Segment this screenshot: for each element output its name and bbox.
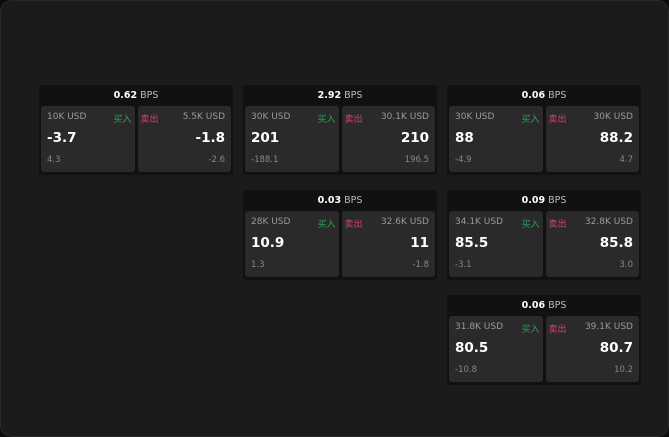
- sell-size: 32.6K USD: [380, 217, 429, 227]
- sell-label: 卖出: [344, 115, 363, 125]
- spread-unit: BPS: [140, 90, 159, 101]
- buy-size: 30K USD: [455, 112, 495, 122]
- spread-unit: BPS: [548, 90, 567, 101]
- buy-change: 4.3: [47, 155, 61, 165]
- sell-label: 卖出: [548, 325, 567, 335]
- sell-price: 210: [400, 130, 429, 146]
- sell-button[interactable]: 卖出 30.1K USD 210 196.5: [341, 106, 435, 172]
- buy-label: 买入: [521, 325, 540, 335]
- sell-size: 30K USD: [593, 112, 633, 122]
- price-widget: 2.92 BPS 30K USD 买入 201 -188.1 卖出 30.1K …: [243, 85, 437, 175]
- buy-button[interactable]: 34.1K USD 买入 85.5 -3.1: [449, 211, 543, 277]
- buy-button[interactable]: 10K USD 买入 -3.7 4.3: [41, 106, 135, 172]
- spread-header: 2.92 BPS: [243, 85, 437, 106]
- buy-label: 买入: [521, 220, 540, 230]
- sell-change: -2.6: [208, 155, 225, 165]
- sell-button[interactable]: 卖出 32.6K USD 11 -1.8: [341, 211, 435, 277]
- sell-change: 10.2: [614, 365, 633, 375]
- buy-size: 31.8K USD: [455, 322, 504, 332]
- sell-size: 39.1K USD: [584, 322, 633, 332]
- buy-price: 88: [455, 130, 474, 146]
- buy-button[interactable]: 28K USD 买入 10.9 1.3: [245, 211, 339, 277]
- buy-size: 34.1K USD: [455, 217, 504, 227]
- price-widget: 0.06 BPS 31.8K USD 买入 80.5 -10.8 卖出 39.1…: [447, 295, 641, 385]
- spread-value: 0.06: [521, 300, 546, 311]
- buy-change: 1.3: [251, 260, 265, 270]
- buy-change: -188.1: [251, 155, 279, 165]
- buy-label: 买入: [317, 220, 336, 230]
- price-widget: 0.03 BPS 28K USD 买入 10.9 1.3 卖出 32.6K US…: [243, 190, 437, 280]
- spread-header: 0.06 BPS: [447, 295, 641, 316]
- sell-change: 196.5: [404, 155, 429, 165]
- price-widget: 0.06 BPS 30K USD 买入 88 -4.9 卖出 30K USD 8…: [447, 85, 641, 175]
- sell-price: 11: [410, 235, 429, 251]
- buy-change: -3.1: [455, 260, 472, 270]
- sell-size: 32.8K USD: [584, 217, 633, 227]
- buy-size: 30K USD: [251, 112, 291, 122]
- buy-price: -3.7: [47, 130, 77, 146]
- spread-unit: BPS: [548, 195, 567, 206]
- buy-change: -10.8: [455, 365, 477, 375]
- spread-header: 0.03 BPS: [243, 190, 437, 211]
- sell-button[interactable]: 卖出 32.8K USD 85.8 3.0: [545, 211, 639, 277]
- buy-price: 80.5: [455, 340, 489, 356]
- sell-change: 3.0: [619, 260, 633, 270]
- spread-unit: BPS: [344, 195, 363, 206]
- sell-size: 30.1K USD: [380, 112, 429, 122]
- buy-price: 201: [251, 130, 280, 146]
- sell-price: 85.8: [599, 235, 633, 251]
- buy-price: 10.9: [251, 235, 285, 251]
- sell-change: -1.8: [412, 260, 429, 270]
- sell-price: 88.2: [599, 130, 633, 146]
- sell-price: -1.8: [195, 130, 225, 146]
- sell-button[interactable]: 卖出 5.5K USD -1.8 -2.6: [137, 106, 231, 172]
- spread-header: 0.06 BPS: [447, 85, 641, 106]
- buy-change: -4.9: [455, 155, 472, 165]
- sell-label: 卖出: [344, 220, 363, 230]
- buy-button[interactable]: 30K USD 买入 201 -188.1: [245, 106, 339, 172]
- spread-value: 0.62: [113, 90, 138, 101]
- sell-price: 80.7: [599, 340, 633, 356]
- sell-button[interactable]: 卖出 39.1K USD 80.7 10.2: [545, 316, 639, 382]
- buy-button[interactable]: 31.8K USD 买入 80.5 -10.8: [449, 316, 543, 382]
- sell-label: 卖出: [140, 115, 159, 125]
- spread-value: 0.03: [317, 195, 342, 206]
- buy-button[interactable]: 30K USD 买入 88 -4.9: [449, 106, 543, 172]
- spread-header: 0.09 BPS: [447, 190, 641, 211]
- spread-value: 0.06: [521, 90, 546, 101]
- spread-value: 2.92: [317, 90, 342, 101]
- buy-label: 买入: [113, 115, 132, 125]
- sell-change: 4.7: [619, 155, 633, 165]
- sell-button[interactable]: 卖出 30K USD 88.2 4.7: [545, 106, 639, 172]
- buy-label: 买入: [521, 115, 540, 125]
- buy-size: 10K USD: [47, 112, 87, 122]
- spread-unit: BPS: [344, 90, 363, 101]
- spread-value: 0.09: [521, 195, 546, 206]
- price-widget: 0.62 BPS 10K USD 买入 -3.7 4.3 卖出 5.5K USD…: [39, 85, 233, 175]
- price-widget: 0.09 BPS 34.1K USD 买入 85.5 -3.1 卖出 32.8K…: [447, 190, 641, 280]
- spread-unit: BPS: [548, 300, 567, 311]
- buy-label: 买入: [317, 115, 336, 125]
- buy-price: 85.5: [455, 235, 489, 251]
- sell-label: 卖出: [548, 115, 567, 125]
- sell-label: 卖出: [548, 220, 567, 230]
- buy-size: 28K USD: [251, 217, 291, 227]
- sell-size: 5.5K USD: [182, 112, 225, 122]
- spread-header: 0.62 BPS: [39, 85, 233, 106]
